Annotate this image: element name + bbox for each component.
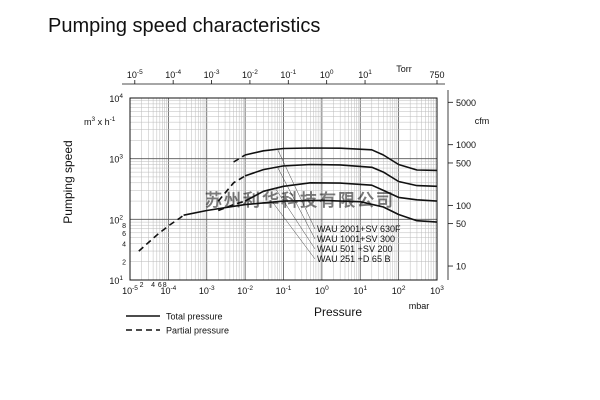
- y-tick-label: 104: [109, 93, 123, 104]
- x-tick-label: 10-3: [199, 285, 215, 296]
- y-axis-title: Pumping speed: [61, 140, 75, 223]
- top-tick-label: 10-3: [204, 69, 220, 80]
- series-label: WAU 2001+SV 630F: [317, 224, 401, 234]
- x-tick-label: 101: [353, 285, 367, 296]
- right-tick-label: 500: [456, 158, 471, 168]
- x-tick-label: 10-2: [237, 285, 253, 296]
- x-axis-unit: mbar: [409, 301, 430, 311]
- x-tick-label: 103: [430, 285, 444, 296]
- axes: [122, 80, 453, 281]
- right-tick-label: 10: [456, 262, 466, 272]
- x-tick-label: 100: [315, 285, 329, 296]
- leader-line: [274, 187, 316, 250]
- right-tick-label: 50: [456, 219, 466, 229]
- y-axis-unit: m3 x h-1: [84, 116, 116, 127]
- series-partial-2: [217, 175, 246, 202]
- y-minor-label: 4: [122, 241, 126, 248]
- watermark: 苏州利华科技有限公司: [205, 190, 395, 210]
- series-total-4: [183, 199, 438, 223]
- y-minor-label: 6: [122, 231, 126, 238]
- top-tick-label: 101: [358, 69, 372, 80]
- y-tick-label: 103: [109, 154, 123, 165]
- y-minor-label: 8: [122, 223, 126, 230]
- plot-frame: [129, 97, 438, 281]
- top-tick-label: 750: [429, 70, 444, 80]
- curves: [138, 147, 438, 252]
- series-partial-1: [233, 154, 246, 163]
- legend-label: Total pressure: [166, 312, 223, 322]
- leader-line: [277, 149, 316, 230]
- x-minor-label: 8: [163, 282, 167, 289]
- x-minor-label: 6: [158, 282, 162, 289]
- top-axis-unit: Torr: [396, 64, 412, 74]
- series-partial-4: [138, 214, 185, 252]
- x-minor-label: 4: [151, 282, 155, 289]
- legend-label: Partial pressure: [166, 326, 229, 336]
- right-tick-label: 100: [456, 201, 471, 211]
- series-label: WAU 1001+SV 300: [317, 234, 395, 244]
- series-total-2: [244, 163, 438, 188]
- series-total-3: [244, 182, 438, 202]
- y-tick-label: 101: [109, 275, 123, 286]
- right-tick-label: 1000: [456, 140, 476, 150]
- top-tick-label: 10-5: [127, 69, 143, 80]
- x-tick-label: 10-5: [122, 285, 138, 296]
- series-total-1: [244, 147, 438, 172]
- x-tick-label: 102: [392, 285, 406, 296]
- x-tick-label: 10-1: [276, 285, 292, 296]
- leader-line: [277, 167, 316, 240]
- top-tick-label: 10-4: [165, 69, 181, 80]
- page-title: Pumping speed characteristics: [48, 15, 321, 37]
- legend: Total pressure Partial pressure: [126, 312, 229, 336]
- x-axis-title: Pressure: [314, 305, 362, 319]
- top-tick-label: 100: [320, 69, 334, 80]
- leader-lines: [271, 149, 316, 260]
- x-minor-label: 2: [140, 282, 144, 289]
- right-tick-label: 5000: [456, 98, 476, 108]
- y-minor-label: 2: [122, 260, 126, 267]
- series-label: WAU 251 +D 65 B: [317, 254, 390, 264]
- top-tick-label: 10-2: [242, 69, 258, 80]
- right-axis-unit: cfm: [475, 116, 490, 126]
- y-tick-label: 102: [109, 214, 123, 225]
- top-tick-label: 10-1: [280, 69, 296, 80]
- x-tick-label: 10-4: [160, 285, 176, 296]
- leader-line: [271, 201, 316, 260]
- labels: 10-5 10-4 10-3 10-2 10-1 100 101 750 Torr 10-5 10-…: [61, 64, 489, 319]
- series-label: WAU 501 +SV 200: [317, 244, 392, 254]
